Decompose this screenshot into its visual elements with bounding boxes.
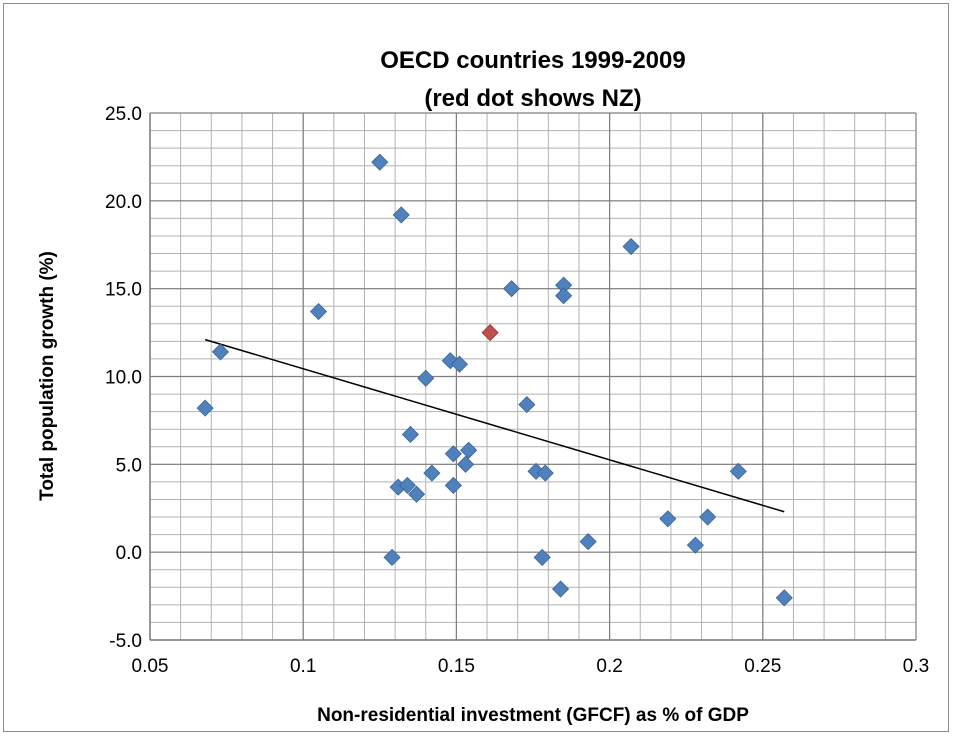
y-tick-label: 20.0 [105,192,142,213]
data-point [457,455,475,473]
data-point [460,441,478,459]
trendline [204,338,785,513]
y-tick-label: 5.0 [116,455,142,476]
x-tick-label: 0.2 [596,656,622,677]
data-point [659,510,677,528]
data-point [196,399,214,417]
data-point [775,589,793,607]
data-point [533,548,551,567]
data-point [699,508,717,526]
x-tick-label: 0.25 [744,656,781,677]
data-point [211,343,230,361]
y-tick-label: -5.0 [109,631,142,652]
data-point [552,580,570,598]
x-tick-label: 0.05 [132,656,169,677]
y-tick-label: 15.0 [105,280,142,301]
x-tick-label: 0.3 [903,656,929,677]
data-point [309,302,328,321]
data-point [444,476,462,494]
data-point [408,485,426,503]
data-point [555,287,573,305]
data-point [383,548,401,567]
data-point [729,462,747,480]
x-axis-label: Non-residential investment (GFCF) as % o… [317,705,749,726]
x-tick-label: 0.15 [438,656,475,677]
chart-area [3,3,949,732]
data-point [401,425,420,444]
data-point [622,237,640,256]
data-point [392,206,410,224]
chart-title: OECD countries 1999-2009 [380,47,686,74]
x-tick-label: 0.1 [290,656,316,677]
data-point [579,533,597,551]
data-point-highlight [481,324,499,342]
data-point [444,445,462,463]
data-point [398,476,416,494]
chart-subtitle: (red dot shows NZ) [424,85,642,112]
data-point [518,396,536,414]
y-tick-label: 0.0 [116,543,142,564]
data-point [423,464,441,482]
data-point [450,355,469,373]
data-point [371,153,389,171]
y-axis-label: Total population growth (%) [37,251,58,501]
data-point [536,464,554,482]
y-tick-label: 25.0 [105,104,142,125]
data-point [686,536,704,554]
data-point [502,280,521,298]
data-point [417,369,435,387]
y-tick-label: 10.0 [105,368,142,389]
